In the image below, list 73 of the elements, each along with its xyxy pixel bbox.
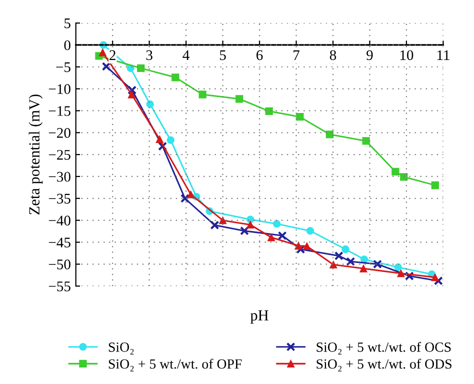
legend-label: SiO₂ + 5 wt./wt. of OCS <box>316 342 451 355</box>
x-tick-label: 6 <box>256 50 263 60</box>
point <box>431 181 439 190</box>
point <box>397 270 405 278</box>
point <box>265 107 273 115</box>
point <box>296 244 306 254</box>
point <box>434 276 443 286</box>
y-tick-label: −25 <box>48 150 70 160</box>
point <box>431 273 439 282</box>
point <box>218 216 227 224</box>
point <box>394 263 402 272</box>
point <box>342 245 350 254</box>
y-tick-label: −15 <box>48 106 70 116</box>
point <box>128 90 136 98</box>
x-tick-label: 5 <box>220 50 226 60</box>
y-tick-label: −5 <box>56 62 70 72</box>
point <box>326 130 334 138</box>
x-tick-label: 3 <box>146 50 152 60</box>
y-tick-label: −35 <box>48 194 70 204</box>
x-axis-title: pH <box>250 310 268 324</box>
point <box>246 220 254 229</box>
point <box>296 113 304 121</box>
y-tick-label: −20 <box>48 128 70 138</box>
y-tick-label: −40 <box>48 216 70 226</box>
y-tick-label: 0 <box>64 40 70 50</box>
y-tick-label: −50 <box>48 260 70 270</box>
point <box>334 251 344 260</box>
y-tick-label: −30 <box>48 172 70 182</box>
point <box>98 48 106 56</box>
point <box>210 220 220 230</box>
point <box>267 234 276 242</box>
point <box>187 190 195 198</box>
point <box>360 256 368 264</box>
point <box>372 260 382 269</box>
y-tick-label: −45 <box>48 238 70 248</box>
x-tick-label: 9 <box>366 50 373 60</box>
point <box>278 231 287 240</box>
point <box>158 142 168 151</box>
point <box>272 220 281 228</box>
y-tick-label: 5 <box>64 18 70 28</box>
legend-label: SiO₂ <box>108 342 134 355</box>
x-tick-label: 7 <box>294 50 300 60</box>
point <box>235 95 244 103</box>
point <box>346 257 356 266</box>
x-tick-label: 10 <box>400 50 414 60</box>
point <box>172 74 180 82</box>
point <box>330 260 338 268</box>
point <box>180 194 190 203</box>
x-tick-label: 8 <box>330 50 336 60</box>
point <box>198 90 206 98</box>
point <box>306 227 314 235</box>
point <box>392 168 400 176</box>
y-axis-title: Zeta potential (mV) <box>28 94 43 214</box>
point <box>294 242 302 250</box>
point <box>404 271 414 281</box>
point <box>137 64 145 72</box>
point <box>303 242 311 250</box>
point <box>400 173 408 181</box>
point <box>146 100 154 108</box>
point <box>166 136 174 144</box>
x-tick-label: 2 <box>110 50 116 60</box>
y-tick-label: −55 <box>48 282 70 292</box>
point <box>156 135 164 144</box>
point <box>362 137 370 145</box>
legend-label: SiO₂ + 5 wt./wt. of ODS <box>316 358 452 372</box>
point <box>128 86 137 95</box>
point <box>102 62 111 71</box>
y-tick-label: −10 <box>48 84 70 94</box>
point <box>240 226 249 236</box>
x-tick-label: 11 <box>437 50 450 60</box>
legend-label: SiO₂ + 5 wt./wt. of OPF <box>108 358 242 372</box>
x-tick-label: 4 <box>182 50 190 60</box>
point <box>360 264 368 272</box>
